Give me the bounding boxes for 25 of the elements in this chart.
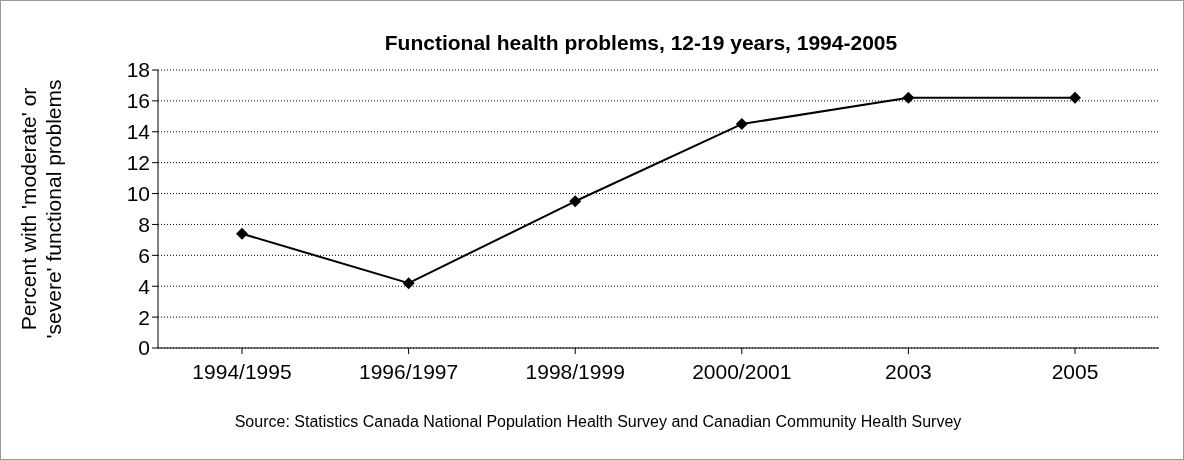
point xyxy=(236,227,248,240)
x-tick-label: 1994/1995 xyxy=(192,359,292,383)
y-tick-label: 6 xyxy=(138,243,150,267)
y-tick-label: 10 xyxy=(126,182,150,206)
point xyxy=(402,277,415,290)
y-tick-label: 16 xyxy=(126,89,150,113)
x-tick-label: 1996/1997 xyxy=(358,359,459,383)
point xyxy=(735,118,748,131)
x-tick-label: 1998/1999 xyxy=(525,359,625,383)
y-tick-label: 8 xyxy=(138,212,150,236)
chart-title: Functional health problems, 12-19 years, 1994-2005 xyxy=(383,31,899,55)
y-tick-label: 0 xyxy=(138,336,150,360)
point xyxy=(569,195,582,208)
y-tick-label: 2 xyxy=(138,305,150,329)
point xyxy=(1069,91,1081,104)
x-tick-label: 2000/2001 xyxy=(692,359,792,383)
x-tick-label: 2005 xyxy=(1051,359,1099,383)
point xyxy=(902,91,915,104)
y-tick-label: 4 xyxy=(138,274,151,298)
y-tick-label: 12 xyxy=(126,151,150,175)
x-tick-label: 2003 xyxy=(885,359,932,383)
source-note: Source: Statistics Canada National Population Health Survey and Canadian Community Health Survey xyxy=(233,413,963,431)
y-tick-label: 18 xyxy=(126,58,150,82)
y-tick-label: 14 xyxy=(126,120,151,144)
y-axis-title: Percent with 'moderate' or 'severe' functional problems xyxy=(17,79,65,339)
